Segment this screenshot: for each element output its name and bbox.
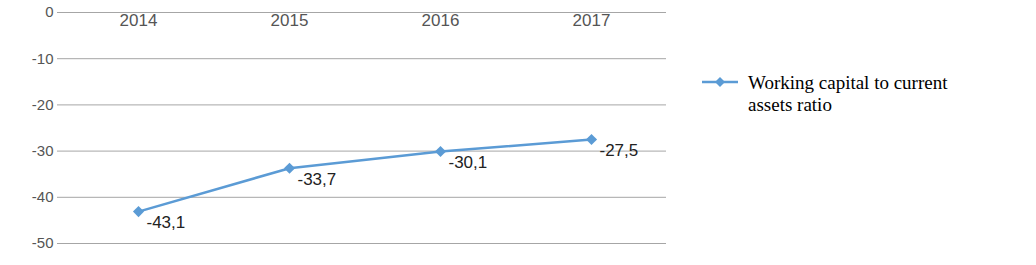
svg-text:2017: 2017	[573, 11, 611, 30]
svg-text:-20: -20	[32, 96, 54, 113]
svg-text:-30: -30	[32, 142, 54, 159]
svg-text:-50: -50	[32, 234, 54, 251]
svg-text:-27,5: -27,5	[600, 141, 639, 160]
svg-text:-30,1: -30,1	[449, 153, 488, 172]
svg-text:-40: -40	[32, 188, 54, 205]
svg-text:2016: 2016	[422, 11, 460, 30]
svg-text:2014: 2014	[120, 11, 158, 30]
svg-text:0: 0	[45, 3, 53, 20]
svg-text:-43,1: -43,1	[147, 213, 186, 232]
svg-text:-10: -10	[32, 50, 54, 67]
html-text:Working capital to current ass: Working capital to current assets ratio	[748, 72, 948, 115]
svg-text:2015: 2015	[271, 11, 309, 30]
svg-text:-33,7: -33,7	[298, 170, 337, 189]
